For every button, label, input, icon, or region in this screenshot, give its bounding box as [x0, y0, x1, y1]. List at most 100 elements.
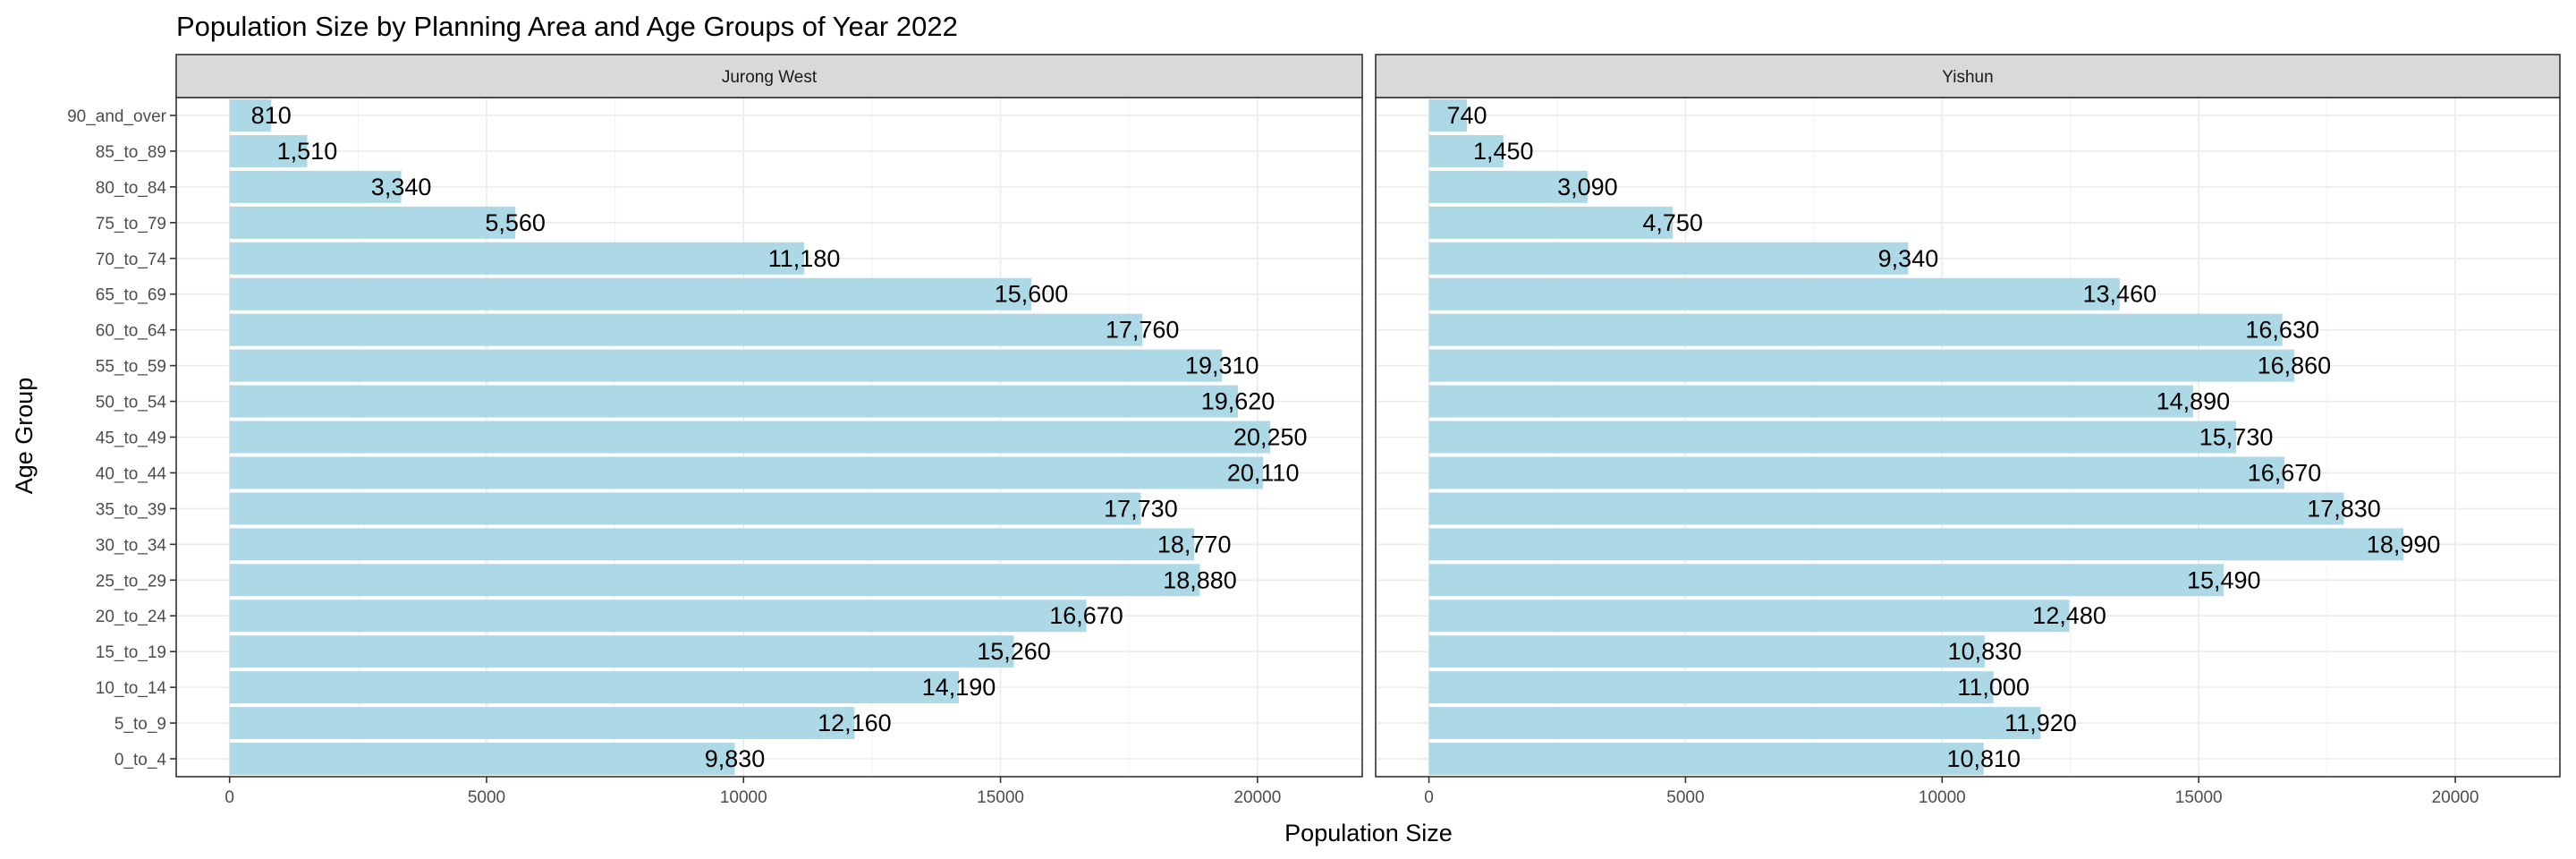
bar	[1428, 134, 1504, 167]
facet-panel-jurong-west: 810 1,510 3,340 5,560 11,180 15,600 17,76019,3…	[67, 54, 1363, 807]
bar	[229, 492, 1141, 525]
bar	[1428, 313, 2283, 346]
y-tick-label: 0_to_4	[114, 751, 167, 770]
bar	[229, 242, 805, 275]
data-label: 4,750	[1642, 209, 1703, 236]
data-label: 3,090	[1557, 174, 1618, 200]
data-label: 12,480	[2032, 602, 2106, 629]
x-tick-label: 0	[225, 788, 234, 807]
y-tick-label: 50_to_54	[96, 394, 167, 412]
y-axis-title: Age Group	[11, 378, 38, 495]
bar	[229, 635, 1014, 668]
x-tick-label: 5000	[1666, 788, 1704, 807]
bar	[229, 277, 1032, 310]
y-tick-label: 45_to_49	[96, 430, 166, 448]
y-tick-label: 80_to_84	[96, 179, 167, 198]
data-label: 16,860	[2258, 353, 2332, 379]
x-tick-label: 20000	[1233, 788, 1281, 807]
bar	[229, 349, 1223, 382]
y-tick-label: 55_to_59	[96, 358, 166, 377]
y-tick-label: 75_to_79	[96, 215, 166, 234]
data-label: 17,730	[1104, 495, 1178, 522]
bar	[229, 600, 1087, 633]
facet-strip	[1375, 54, 2561, 98]
data-label: 17,830	[2307, 495, 2381, 522]
y-tick-label: 70_to_74	[96, 251, 167, 269]
x-tick-label: 15000	[2175, 788, 2223, 807]
bar	[1428, 385, 2193, 418]
y-tick-label: 30_to_34	[96, 536, 167, 555]
bar	[229, 421, 1271, 454]
data-label: 10,830	[1948, 638, 2022, 665]
data-label: 5,560	[485, 209, 546, 236]
y-tick-label: 65_to_69	[96, 286, 166, 305]
bar	[229, 743, 735, 776]
bar	[1428, 528, 2404, 561]
data-label: 12,160	[818, 710, 892, 736]
data-label: 3,340	[371, 174, 432, 200]
data-label: 11,000	[1957, 674, 2029, 701]
bar	[229, 170, 402, 203]
y-tick-label: 5_to_9	[114, 715, 166, 734]
y-tick-label: 40_to_44	[96, 464, 167, 483]
data-label: 18,990	[2367, 531, 2441, 557]
y-tick-label: 20_to_24	[96, 608, 167, 626]
data-label: 19,620	[1201, 388, 1275, 415]
data-label: 19,310	[1185, 353, 1259, 379]
bar	[229, 456, 1264, 489]
data-label: 18,770	[1157, 531, 1232, 557]
x-tick-label: 0	[1424, 788, 1434, 807]
data-label: 11,180	[768, 245, 841, 272]
x-tick-label: 10000	[1919, 788, 1966, 807]
bar	[229, 313, 1143, 346]
data-label: 1,450	[1473, 138, 1534, 165]
data-label: 15,260	[977, 638, 1051, 665]
data-label: 11,920	[2004, 710, 2077, 736]
facet-panels: 810 1,510 3,340 5,560 11,180 15,600 17,76019,3…	[67, 54, 2561, 807]
y-tick-label: 25_to_29	[96, 572, 166, 591]
x-axis-title: Population Size	[1284, 820, 1453, 846]
bar	[1428, 743, 1984, 776]
bar	[229, 385, 1239, 418]
data-label: 16,630	[2245, 317, 2319, 344]
x-tick-label: 5000	[468, 788, 505, 807]
bar	[1428, 671, 1994, 704]
facet-panel-yishun: 740 1,450 3,090 4,750 9,340 13,460 16,630 16,86…	[1375, 54, 2561, 807]
x-tick-label: 15000	[977, 788, 1024, 807]
data-label: 16,670	[1049, 602, 1123, 629]
bar	[1428, 277, 2120, 310]
x-tick-label: 20000	[2432, 788, 2479, 807]
bar	[1428, 707, 2041, 740]
bar	[1428, 206, 1674, 239]
data-label: 810	[251, 102, 292, 129]
y-tick-label: 10_to_14	[96, 679, 167, 698]
data-label: 10,810	[1946, 745, 2021, 772]
data-label: 9,830	[705, 745, 766, 772]
x-tick-label: 10000	[720, 788, 767, 807]
data-label: 1,510	[277, 138, 338, 165]
data-label: 13,460	[2083, 281, 2157, 308]
bar	[1428, 242, 1909, 275]
bar	[229, 134, 308, 167]
bar	[1428, 492, 2344, 525]
bar	[229, 98, 272, 132]
data-label: 740	[1447, 102, 1487, 129]
bar	[1428, 600, 2070, 633]
data-label: 14,190	[922, 674, 996, 701]
bar	[229, 564, 1200, 597]
y-tick-label: 60_to_64	[96, 322, 167, 341]
data-label: 9,340	[1878, 245, 1939, 272]
data-label: 17,760	[1106, 317, 1180, 344]
bar	[229, 671, 960, 704]
bar	[1428, 421, 2237, 454]
data-label: 15,600	[995, 281, 1069, 308]
data-label: 18,880	[1163, 566, 1237, 593]
bar	[1428, 349, 2294, 382]
data-label: 16,670	[2248, 459, 2322, 486]
bar	[1428, 635, 1985, 668]
bar	[1428, 456, 2284, 489]
bar	[1428, 98, 1468, 132]
y-tick-label: 85_to_89	[96, 143, 166, 162]
data-label: 14,890	[2157, 388, 2231, 415]
